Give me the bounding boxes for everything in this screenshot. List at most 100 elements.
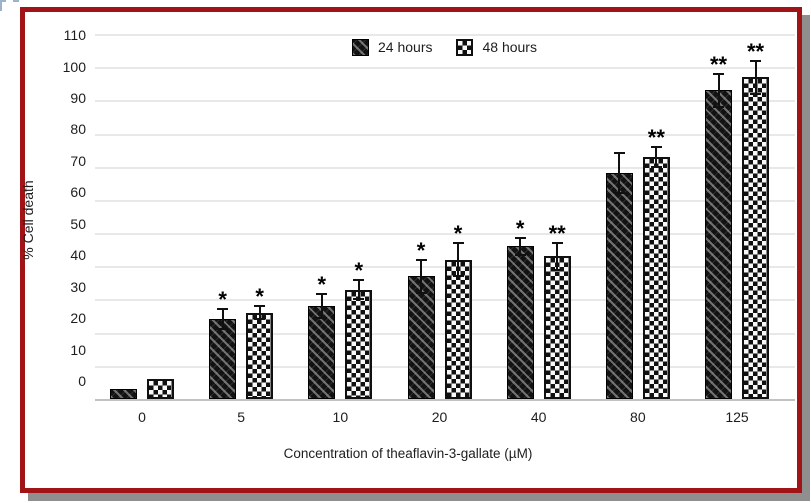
error-bar-line [717,73,720,107]
significance-stars: ** [548,221,566,247]
significance-stars: * [317,272,327,298]
significance-stars: * [354,257,364,283]
error-bar-cap [650,165,662,168]
y-tick-label: 80 [70,121,86,138]
error-bar-cap [713,106,725,109]
error-bar-line [457,243,459,277]
bar-48h [246,312,274,399]
error-bar-line [221,309,224,330]
gridline [95,233,795,236]
y-tick-label: 30 [70,278,86,295]
error-bar-cap [415,291,427,294]
y-tick-label: 20 [70,310,86,327]
error-bar-cap [514,237,526,240]
error-bar-line [519,238,522,255]
legend: 24 hours 48 hours [352,38,537,56]
gridline [95,133,795,136]
y-tick-label: 40 [70,247,86,264]
error-bar-cap [415,258,427,261]
y-tick-label: 70 [70,152,86,169]
error-bar-cap [217,328,229,331]
bar-48h [345,289,373,399]
x-tick-label: 20 [431,409,448,425]
error-bar-cap [316,293,328,296]
legend-item-24h: 24 hours [352,38,432,56]
error-bar-cap [254,305,266,308]
significance-stars: * [255,284,264,310]
error-bar-cap [217,308,229,311]
bar-24h [308,306,336,399]
bar-48h [543,256,571,399]
y-tick-label: 0 [78,373,86,389]
x-tick-label: 0 [138,409,146,425]
legend-label-48h: 48 hours [482,39,537,55]
error-bar-line [320,294,323,318]
bar-24h [407,276,435,399]
error-bar-line [618,153,621,194]
figure-frame [20,7,802,493]
legend-label-24h: 24 hours [378,39,433,55]
error-bar-cap [613,192,625,195]
gridline [95,34,795,37]
bar-24h [605,173,633,399]
error-bar-cap [650,145,662,148]
table-gridline-artifact [0,0,19,2]
error-bar-cap [254,318,266,321]
significance-stars: ** [647,124,665,150]
bar-24h [506,246,534,399]
x-tick-label: 80 [630,409,646,425]
error-bar-cap [452,275,464,278]
bar-48h [742,77,770,399]
error-bar-cap [713,72,725,75]
y-tick-label: 50 [70,215,86,232]
y-tick-label: 110 [63,27,86,44]
bar-24h [110,389,137,399]
bar-48h [642,156,670,399]
significance-stars: * [515,216,525,242]
x-tick-label: 40 [530,409,547,425]
error-bar-cap [750,59,762,62]
y-tick-label: 100 [62,58,86,75]
error-bar-line [655,146,658,167]
significance-stars: ** [746,38,765,64]
significance-stars: * [218,287,227,313]
checker-swatch-icon [456,38,474,56]
error-bar-cap [551,242,563,245]
hatch-swatch-icon [352,38,369,56]
x-tick-label: 5 [237,409,246,425]
x-tick-label: 10 [332,409,349,425]
gridline [95,67,795,70]
error-bar-cap [353,278,365,281]
error-bar-cap [551,268,563,271]
bar-24h [209,319,237,399]
bar-24h [705,90,733,399]
gridline [95,166,795,169]
y-tick-label: 10 [70,341,86,358]
significance-stars: * [453,221,463,247]
bar-48h [444,259,472,399]
error-bar-line [420,259,422,293]
table-gridline-artifact [0,0,2,11]
y-tick-label: 60 [70,184,86,201]
x-tick-label: 125 [725,409,749,425]
error-bar-cap [452,242,464,245]
error-bar-cap [514,253,526,256]
gridline [95,100,795,103]
significance-stars: ** [709,51,728,77]
y-tick-label: 90 [70,89,86,106]
error-bar-cap [353,298,365,301]
gridline [95,199,795,202]
x-axis-line [95,399,795,401]
legend-item-48h: 48 hours [456,38,537,56]
significance-stars: * [416,237,426,263]
x-axis-title: Concentration of theaflavin-3-gallate (µ… [283,446,533,461]
error-bar-line [258,306,261,320]
error-bar-cap [316,316,328,319]
error-bar-line [357,279,360,300]
error-bar-cap [613,152,625,155]
error-bar-line [754,60,757,94]
error-bar-line [556,243,559,270]
bar-48h [147,379,174,399]
